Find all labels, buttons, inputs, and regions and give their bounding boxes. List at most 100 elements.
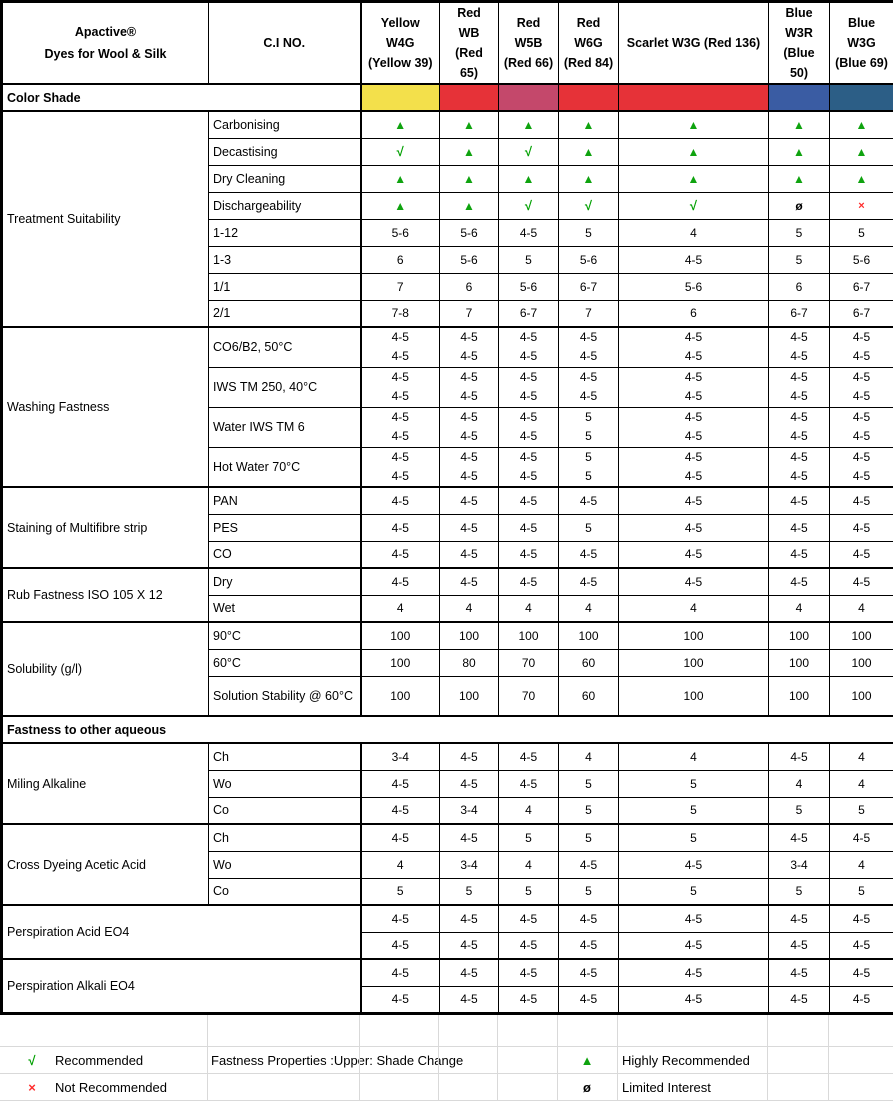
table-title-line: Dyes for Wool & Silk <box>7 43 204 65</box>
value-cell: 4-5 <box>830 568 893 595</box>
value-cell: ▲ <box>559 111 619 138</box>
row-label: Wo <box>209 770 361 797</box>
color-swatch <box>499 84 559 111</box>
value-line: 4-5 <box>773 328 825 347</box>
value-line: 4-5 <box>366 387 436 406</box>
value-cell: 100 <box>769 649 830 676</box>
value-cell: 4 <box>619 219 769 246</box>
value-cell: 100 <box>361 649 440 676</box>
value-cell: 4-5 <box>499 219 559 246</box>
value-cell: 5-6 <box>559 246 619 273</box>
value-cell: 4-5 <box>830 905 893 932</box>
row-label: Dry <box>209 568 361 595</box>
dye-header-line: Scarlet W3G (Red 136) <box>623 33 764 53</box>
value-cell: 4-5 <box>619 541 769 568</box>
value-cell: 5-6 <box>361 219 440 246</box>
row-label: Wo <box>209 851 361 878</box>
value-cell: 4-5 <box>619 568 769 595</box>
value-cell: 4-5 <box>499 743 559 770</box>
section-label: Perspiration Alkali EO4 <box>2 959 361 1013</box>
value-cell: 4-5 <box>769 986 830 1013</box>
dye-header-line: Red <box>563 13 614 33</box>
legend-gridline-v <box>359 1015 360 1101</box>
value-cell: 4 <box>769 770 830 797</box>
value-cell: 4-5 <box>499 905 559 932</box>
value-cell: 7-8 <box>361 300 440 327</box>
value-cell: 4-5 <box>619 932 769 959</box>
value-cell: 4-5 <box>830 986 893 1013</box>
legend-limited-interest-label: Limited Interest <box>622 1074 711 1101</box>
banner-row: Fastness to other aqueous <box>2 716 893 743</box>
value-line: 4-5 <box>444 347 494 366</box>
legend-gridline-v <box>497 1015 498 1101</box>
value-cell: 100 <box>619 649 769 676</box>
value-cell: 5 <box>830 878 893 905</box>
value-cell: 4-5 <box>769 568 830 595</box>
value-cell: 80 <box>440 649 499 676</box>
value-cell: ▲ <box>769 138 830 165</box>
value-cell: 100 <box>769 676 830 716</box>
value-cell: ▲ <box>619 111 769 138</box>
row-label: Carbonising <box>209 111 361 138</box>
value-cell: 4-5 <box>769 824 830 851</box>
value-cell: 4-5 <box>619 986 769 1013</box>
legend-recommended-label: Recommended <box>55 1047 143 1074</box>
dye-column-header: Scarlet W3G (Red 136) <box>619 2 769 85</box>
value-line: 4-5 <box>623 448 764 467</box>
row-label: PES <box>209 514 361 541</box>
legend-gridline-v <box>767 1015 768 1101</box>
value-line: 4-5 <box>366 368 436 387</box>
value-cell: 70 <box>499 676 559 716</box>
value-cell: ▲ <box>440 111 499 138</box>
value-cell: ▲ <box>440 192 499 219</box>
value-cell: 6-7 <box>499 300 559 327</box>
value-cell: 6-7 <box>830 273 893 300</box>
value-cell: ▲ <box>830 111 893 138</box>
value-cell: 4 <box>830 743 893 770</box>
value-cell: 4-5 <box>619 959 769 986</box>
row-label: Dischargeability <box>209 192 361 219</box>
value-cell: 5 <box>769 219 830 246</box>
value-cell: 4 <box>830 851 893 878</box>
value-cell: 5-6 <box>499 273 559 300</box>
dye-header-line: Blue <box>834 13 889 33</box>
value-cell: √ <box>361 138 440 165</box>
value-cell: 4-5 <box>769 905 830 932</box>
dye-header-line: W3G <box>834 33 889 53</box>
row-label: Water IWS TM 6 <box>209 407 361 447</box>
value-line: 5 <box>563 467 614 486</box>
value-cell: 4-5 <box>440 905 499 932</box>
value-cell: 70 <box>499 649 559 676</box>
value-cell: 4 <box>440 595 499 622</box>
dye-header-line: W5B <box>503 33 554 53</box>
value-cell: 4 <box>499 797 559 824</box>
value-cell: 4-5 <box>499 959 559 986</box>
legend-highly-recommended-label: Highly Recommended <box>622 1047 750 1074</box>
dye-header-line: W6G <box>563 33 614 53</box>
value-cell: 4-5 <box>769 541 830 568</box>
value-cell: 4-5 <box>559 986 619 1013</box>
value-line: 4-5 <box>773 347 825 366</box>
table-title-line: Apactive® <box>7 21 204 43</box>
dye-header-line: (Yellow 39) <box>366 53 436 73</box>
value-cell: 5 <box>361 878 440 905</box>
row-label: CO6/B2, 50°C <box>209 327 361 367</box>
value-cell: 4-5 <box>440 959 499 986</box>
value-cell: 3-4 <box>440 851 499 878</box>
value-line: 4-5 <box>623 387 764 406</box>
value-cell: 4-5 <box>361 932 440 959</box>
value-line: 4-5 <box>773 408 825 427</box>
legend-note: Fastness Properties :Upper: Shade Change <box>211 1047 463 1074</box>
row-label: 60°C <box>209 649 361 676</box>
value-cell: 4-5 <box>440 932 499 959</box>
